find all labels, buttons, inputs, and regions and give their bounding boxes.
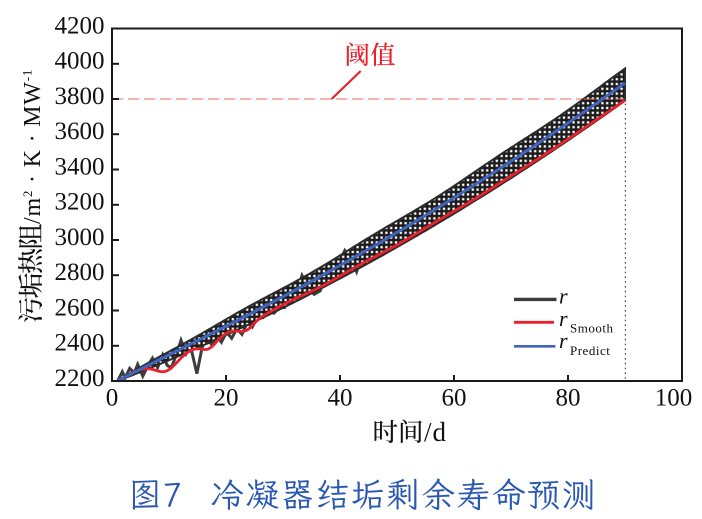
svg-text:20: 20 [214,385,239,412]
svg-text:/m2 · K · MW-1: /m2 · K · MW-1 [20,69,47,224]
svg-text:Predict: Predict [570,343,610,358]
svg-text:r: r [559,284,568,309]
svg-text:Smooth: Smooth [570,321,613,336]
svg-text:100: 100 [655,385,693,412]
svg-text:r: r [559,328,568,353]
svg-text:/d: /d [424,417,447,447]
svg-text:2600: 2600 [55,294,105,321]
svg-text:3200: 3200 [55,189,105,216]
svg-text:60: 60 [442,385,467,412]
svg-text:4000: 4000 [55,48,105,75]
svg-text:3600: 3600 [55,118,105,145]
svg-text:40: 40 [328,385,353,412]
svg-text:2400: 2400 [55,330,105,357]
svg-text:r: r [559,306,568,331]
svg-text:0: 0 [106,385,119,412]
svg-text:2800: 2800 [55,259,105,286]
svg-text:3400: 3400 [55,153,105,180]
svg-text:3800: 3800 [55,83,105,110]
svg-text:80: 80 [556,385,581,412]
svg-text:3000: 3000 [55,224,105,251]
svg-text:2200: 2200 [55,365,105,392]
svg-text:4200: 4200 [55,12,105,39]
